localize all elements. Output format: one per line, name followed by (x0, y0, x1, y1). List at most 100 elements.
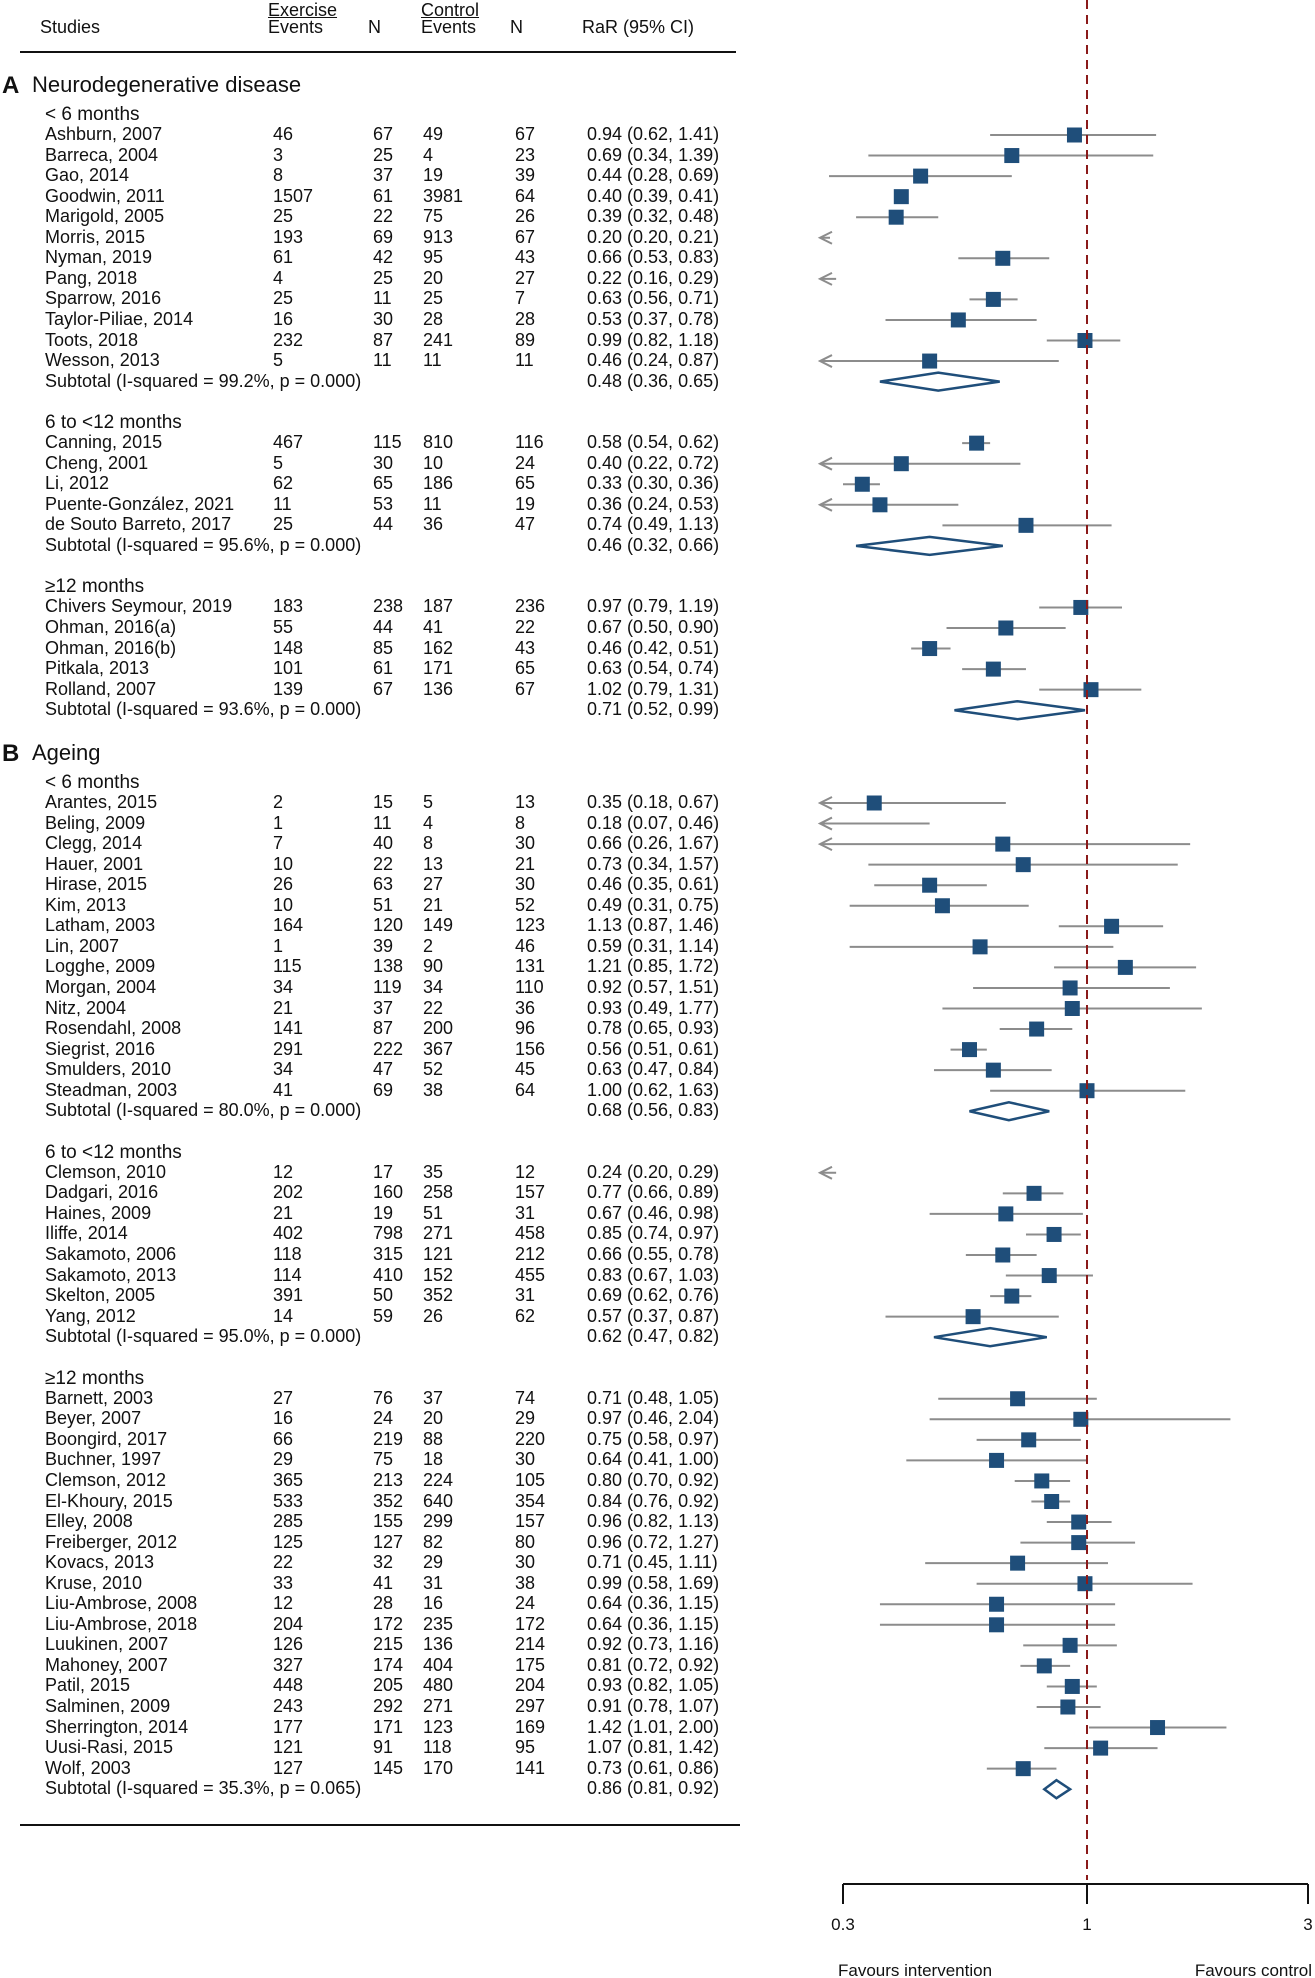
study-name: Kim, 2013 (45, 894, 127, 915)
study-marker (922, 877, 938, 893)
study-marker (1015, 1761, 1031, 1777)
study-name: Smulders, 2010 (45, 1059, 172, 1080)
exercise-events: 4 (273, 267, 284, 288)
study-name: Nyman, 2019 (45, 247, 153, 268)
section-letter: B (2, 740, 20, 767)
rar-ci: 0.63 (0.47, 0.84) (587, 1059, 720, 1080)
control-events: 170 (423, 1757, 454, 1778)
study-name: Hauer, 2001 (45, 853, 144, 874)
control-n: 39 (515, 165, 536, 186)
control-events: 82 (423, 1531, 444, 1552)
exercise-events: 533 (273, 1490, 304, 1511)
exercise-n: 15 (373, 792, 394, 812)
control-n: 31 (515, 1285, 536, 1306)
header-exercise-events: Events (268, 17, 324, 37)
study-name: Puente-González, 2021 (45, 493, 235, 514)
study-name: Kruse, 2010 (45, 1572, 143, 1593)
control-n: 236 (515, 596, 546, 617)
subtotal-label: Subtotal (I-squared = 95.6%, p = 0.000) (45, 534, 362, 555)
control-events: 35 (423, 1161, 444, 1182)
exercise-events: 5 (273, 452, 284, 473)
exercise-n: 24 (373, 1408, 394, 1429)
study-name: Dadgari, 2016 (45, 1182, 159, 1203)
rar-ci: 0.78 (0.65, 0.93) (587, 1018, 720, 1039)
study-marker (1064, 1678, 1080, 1694)
control-n: 24 (515, 452, 536, 473)
control-events: 4 (423, 144, 434, 165)
exercise-events: 448 (273, 1675, 304, 1696)
study-marker (854, 476, 870, 492)
study-name: Sherrington, 2014 (45, 1716, 189, 1737)
rar-ci: 0.46 (0.24, 0.87) (587, 350, 720, 371)
subtotal-diamond (933, 1326, 1047, 1348)
study-name: Pitkala, 2013 (45, 658, 150, 679)
study-marker (1077, 333, 1093, 348)
rar-ci: 1.13 (0.87, 1.46) (587, 915, 720, 936)
exercise-n: 17 (373, 1161, 394, 1182)
rar-ci: 0.67 (0.50, 0.90) (587, 617, 720, 637)
control-events: 19 (423, 165, 444, 186)
exercise-events: 204 (273, 1613, 304, 1634)
study-name: Haines, 2009 (45, 1202, 152, 1223)
exercise-n: 172 (373, 1613, 404, 1634)
rar-ci: 0.46 (0.35, 0.61) (587, 874, 720, 895)
exercise-n: 61 (373, 185, 394, 206)
rar-ci: 0.69 (0.62, 0.76) (587, 1285, 720, 1306)
exercise-n: 69 (373, 226, 394, 247)
rar-ci: 0.63 (0.56, 0.71) (587, 288, 720, 309)
exercise-n: 44 (373, 514, 394, 535)
exercise-events: 55 (273, 617, 294, 637)
rar-ci: 0.97 (0.46, 2.04) (587, 1408, 720, 1429)
subtotal-ci: 0.68 (0.56, 0.83) (587, 1100, 720, 1121)
control-n: 36 (515, 997, 536, 1018)
study-name: Rosendahl, 2008 (45, 1018, 182, 1039)
study-name: Morris, 2015 (45, 226, 146, 247)
exercise-n: 47 (373, 1059, 394, 1080)
study-marker (866, 795, 882, 811)
control-events: 5 (423, 792, 434, 812)
control-n: 156 (515, 1038, 546, 1059)
exercise-events: 10 (273, 894, 294, 915)
control-events: 22 (423, 997, 444, 1018)
rar-ci: 0.58 (0.54, 0.62) (587, 432, 720, 453)
study-name: Salminen, 2009 (45, 1696, 171, 1716)
subtotal-ci: 0.46 (0.32, 0.66) (587, 534, 720, 555)
exercise-n: 59 (373, 1305, 394, 1326)
exercise-events: 21 (273, 997, 294, 1018)
control-n: 297 (515, 1696, 546, 1716)
control-events: 37 (423, 1387, 444, 1408)
study-marker (1083, 682, 1099, 698)
exercise-events: 125 (273, 1531, 304, 1552)
study-name: Wolf, 2003 (45, 1757, 131, 1778)
control-events: 3981 (423, 185, 464, 206)
footer-rule (20, 1824, 740, 1826)
control-events: 88 (423, 1428, 444, 1449)
control-n: 67 (515, 226, 536, 247)
exercise-events: 402 (273, 1223, 304, 1244)
rar-ci: 1.02 (0.79, 1.31) (587, 678, 720, 699)
exercise-n: 219 (373, 1428, 404, 1449)
rar-ci: 0.66 (0.55, 0.78) (587, 1244, 720, 1264)
control-n: 110 (515, 976, 544, 997)
control-events: 8 (423, 833, 434, 854)
study-marker (1064, 1001, 1080, 1016)
study-marker (893, 189, 909, 205)
study-marker (1062, 1637, 1078, 1653)
exercise-n: 37 (373, 165, 394, 186)
exercise-events: 14 (273, 1305, 294, 1326)
header-control: Control (421, 0, 480, 20)
study-marker (995, 250, 1011, 266)
control-n: 45 (515, 1059, 536, 1080)
study-name: Hirase, 2015 (45, 874, 148, 895)
control-n: 458 (515, 1223, 546, 1244)
exercise-events: 1507 (273, 185, 314, 206)
rar-ci: 0.85 (0.74, 0.97) (587, 1223, 720, 1244)
study-name: Pang, 2018 (45, 267, 138, 288)
rar-ci: 0.67 (0.46, 0.98) (587, 1202, 720, 1223)
study-marker (989, 1617, 1005, 1633)
exercise-events: 62 (273, 473, 294, 494)
control-n: 95 (515, 1737, 536, 1758)
control-events: 200 (423, 1018, 454, 1039)
exercise-n: 155 (373, 1511, 404, 1532)
study-name: Barreca, 2004 (45, 144, 159, 165)
